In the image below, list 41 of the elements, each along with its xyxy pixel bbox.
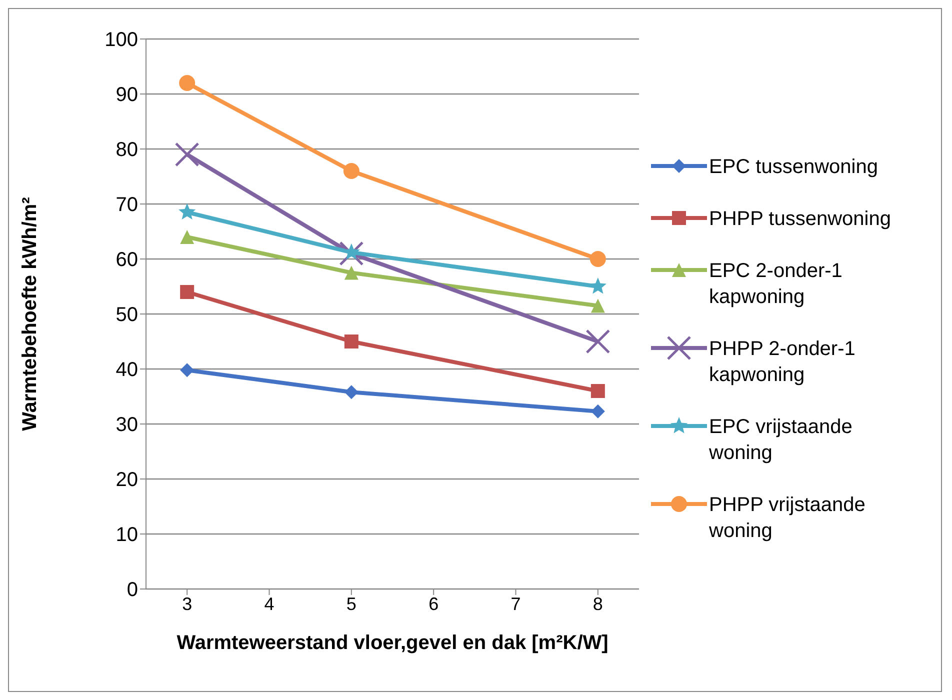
point	[344, 385, 358, 400]
y-tick-label: 10	[116, 524, 138, 546]
point	[344, 266, 358, 280]
y-tick-label: 100	[104, 29, 138, 52]
legend-label: PHPP tussenwoning	[709, 207, 892, 232]
legend-label: PHPP 2-onder-1 kapwoning	[709, 337, 856, 388]
point	[586, 329, 610, 354]
point	[180, 230, 194, 244]
point	[180, 363, 194, 378]
x-tick-label: 5	[346, 594, 356, 614]
point	[590, 298, 605, 313]
y-tick-label: 20	[116, 469, 138, 492]
legend-label: EPC 2-onder-1 kapwoning	[709, 259, 844, 310]
y-tick-label: 40	[116, 359, 138, 382]
y-tick-label: 50	[116, 304, 138, 326]
x-tick-label: 7	[510, 594, 521, 614]
y-tick-label: 0	[126, 579, 138, 602]
x-tick-label: 8	[592, 594, 603, 614]
y-tick-label: 70	[116, 194, 138, 216]
legend-label: EPC tussenwoning	[709, 155, 879, 180]
x-tick-label: 4	[264, 594, 274, 614]
point	[343, 163, 360, 179]
y-tick-label: 90	[116, 84, 138, 106]
y-tick-label: 30	[116, 414, 138, 436]
y-tick-label: 80	[116, 139, 138, 162]
point	[179, 75, 196, 91]
x-tick-label: 6	[428, 594, 439, 614]
y-axis-title: Warmtebehoefte kWh/m²	[19, 196, 42, 431]
point	[590, 251, 606, 267]
legend-label: PHPP vrijstaande woning	[709, 493, 866, 544]
x-axis-title: Warmteweerstand vloer,gevel en dak [m²K/W]	[176, 632, 608, 654]
legend-label: EPC vrijstaande woning	[709, 415, 854, 466]
point	[590, 384, 605, 398]
point	[174, 142, 200, 167]
point	[178, 203, 196, 220]
y-tick-label: 60	[116, 249, 138, 272]
point	[180, 285, 194, 299]
point	[589, 278, 606, 294]
point	[590, 404, 605, 418]
x-tick-label: 3	[182, 594, 192, 614]
point	[344, 334, 358, 348]
